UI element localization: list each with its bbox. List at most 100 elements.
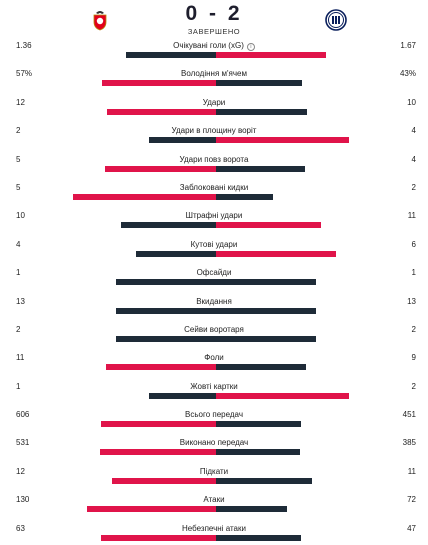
inter-logo-icon[interactable] [325,9,347,31]
stat-bar-track [16,364,416,371]
match-header: 0 - 2 ЗАВЕРШЕНО [0,0,428,40]
stat-bar-away [216,52,326,58]
stat-bar-home [116,335,216,342]
stat-away-value: 4 [411,126,416,136]
stat-away-value: 10 [407,97,416,107]
stats-list: 1.36 Очікувані голи (xG) i 1.67 57% Володіння… [0,38,428,545]
stat-label-text: Фоли [204,353,224,363]
stat-away-value: 43% [399,69,416,79]
stat-label-text: Офсайди [196,268,232,278]
stat-away-value: 1.67 [400,41,416,50]
stat-row: 5 Заблоковані кидки 2 [0,180,428,208]
stat-bar-away [216,364,306,371]
stat-label: Фоли [0,353,428,362]
stat-label-text: Удари в площину воріт [171,126,257,136]
stat-away-value: 13 [407,296,416,306]
stat-row: 10 Штрафні удари 11 [0,208,428,236]
stat-home-value: 130 [16,495,30,505]
stat-bar-away [216,392,349,399]
stat-row: 2 Сейви воротаря 2 [0,322,428,350]
stat-home-value: 1 [16,268,21,278]
stat-label: Атаки [0,495,428,504]
stat-bar-track [16,193,416,200]
stat-bar-away [216,506,287,513]
stat-bar-away [216,449,300,456]
stat-home-value: 1 [16,381,21,391]
stat-away-value: 9 [411,353,416,363]
stat-bar-track [16,108,416,115]
match-status: ЗАВЕРШЕНО [187,27,241,36]
stat-bar-away [216,250,336,257]
stat-bar-away [216,534,301,541]
stat-label-text: Штрафні удари [185,211,243,221]
stat-away-value: 11 [407,466,416,476]
stat-away-value: 385 [402,438,416,448]
stat-label-text: Вкидання [196,296,232,306]
stat-away-value: 2 [411,182,416,192]
stat-home-value: 63 [16,523,25,533]
stat-home-value: 5 [16,154,21,164]
stat-label-text: Удари [202,97,226,107]
stat-bar-home [101,421,216,428]
stat-bar-track [16,392,416,399]
stat-label: Удари [0,98,428,107]
stat-home-value: 10 [16,211,25,221]
stat-label: Очікувані голи (xG) i [0,41,428,51]
stat-away-value: 72 [407,495,416,505]
stat-bar-track [16,477,416,484]
stat-bar-track [16,307,416,314]
stat-row: 57% Володіння м'ячем 43% [0,66,428,94]
stat-bar-home [73,193,216,200]
stat-bar-track [16,449,416,456]
stat-home-value: 4 [16,239,21,249]
stat-bar-track [16,335,416,342]
stat-label: Небезпечні атаки [0,524,428,533]
stat-label: Заблоковані кидки [0,183,428,192]
stat-label-text: Удари повз ворота [179,154,249,164]
stat-bar-track [16,165,416,172]
stat-label-text: Сейви воротаря [184,324,244,334]
stat-bar-track [16,534,416,541]
stat-bar-away [216,165,305,172]
stat-label: Жовті картки [0,382,428,391]
stat-home-value: 57% [16,69,33,79]
stat-label: Підкати [0,467,428,476]
stat-row: 1.36 Очікувані голи (xG) i 1.67 [0,38,428,66]
stat-away-value: 47 [407,523,416,533]
stat-bar-away [216,222,321,229]
stat-row: 1 Жовті картки 2 [0,379,428,407]
stat-home-value: 12 [16,97,25,107]
stat-label-text: Жовті картки [190,381,238,391]
stat-label-text: Виконано передач [179,438,249,448]
stat-away-value: 451 [402,410,416,420]
stat-bar-home [106,364,216,371]
stat-label: Штрафні удари [0,211,428,220]
stat-bar-home [107,108,216,115]
stat-label-text: Атаки [203,495,225,505]
stat-home-value: 2 [16,126,21,136]
stat-home-value: 5 [16,182,21,192]
stat-away-value: 2 [411,381,416,391]
benfica-logo-icon[interactable] [89,9,111,31]
stat-bar-track [16,52,416,58]
stat-row: 130 Атаки 72 [0,492,428,520]
stat-home-value: 11 [16,353,25,363]
stat-row: 531 Виконано передач 385 [0,435,428,463]
stat-label: Володіння м'ячем [0,69,428,78]
stat-home-value: 12 [16,466,25,476]
stat-label: Кутові удари [0,240,428,249]
stat-label: Офсайди [0,268,428,277]
stat-row: 12 Підкати 11 [0,464,428,492]
stat-away-value: 6 [411,239,416,249]
stat-label: Удари в площину воріт [0,126,428,135]
info-icon[interactable]: i [246,43,255,51]
stat-home-value: 1.36 [16,41,32,50]
stat-row: 606 Всього передач 451 [0,407,428,435]
stat-bar-away [216,108,307,115]
stat-away-value: 1 [411,268,416,278]
stat-label-text: Підкати [199,466,229,476]
stat-bar-home [121,222,216,229]
match-score: 0 - 2 [185,2,243,25]
stat-bar-track [16,421,416,428]
stat-row: 5 Удари повз ворота 4 [0,152,428,180]
